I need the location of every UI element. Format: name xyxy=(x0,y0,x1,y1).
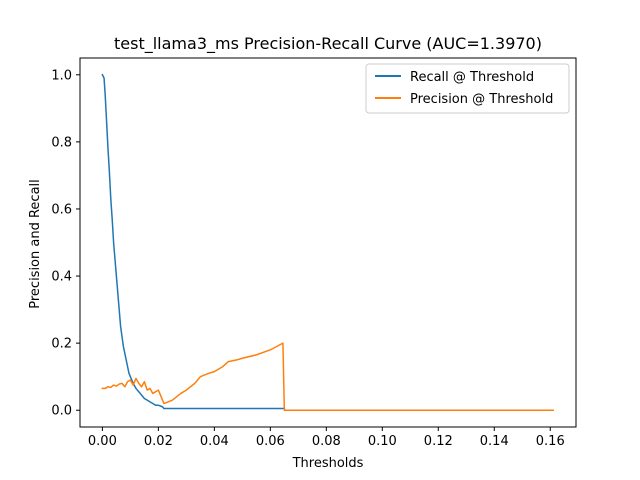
series-line-recall xyxy=(101,73,554,411)
x-tick-label: 0.10 xyxy=(368,434,397,449)
y-tick-label: 0.8 xyxy=(51,135,72,150)
x-tick-label: 0.00 xyxy=(88,434,117,449)
legend: Recall @ Threshold Precision @ Threshold xyxy=(365,63,570,114)
x-tick-label: 0.08 xyxy=(312,434,341,449)
legend-box xyxy=(365,63,570,114)
y-axis-label: Precision and Recall xyxy=(28,179,43,309)
x-tick-label: 0.14 xyxy=(480,434,509,449)
legend-label-precision: Precision @ Threshold xyxy=(410,92,553,107)
y-tick-label: 0.6 xyxy=(51,202,72,217)
plot-area: 0.00 0.02 0.04 0.06 0.08 0.10 0.12 0.14 0.16 0.0 0… xyxy=(51,57,577,449)
legend-label-recall: Recall @ Threshold xyxy=(410,70,534,85)
y-tick-label: 0.2 xyxy=(51,337,72,352)
x-tick-label: 0.12 xyxy=(424,434,453,449)
x-tick-label: 0.06 xyxy=(256,434,285,449)
series-line-precision xyxy=(101,342,554,411)
x-axis-label: Thresholds xyxy=(292,456,364,471)
axes-frame xyxy=(79,57,577,428)
x-tick-label: 0.04 xyxy=(200,434,229,449)
x-tick-label: 0.16 xyxy=(536,434,565,449)
y-tick-label: 0.4 xyxy=(51,270,72,285)
y-tick-label: 0.0 xyxy=(51,404,72,419)
chart-title: test_llama3_ms Precision-Recall Curve (A… xyxy=(114,34,542,54)
y-tick-label: 1.0 xyxy=(51,68,72,83)
x-tick-label: 0.02 xyxy=(144,434,173,449)
